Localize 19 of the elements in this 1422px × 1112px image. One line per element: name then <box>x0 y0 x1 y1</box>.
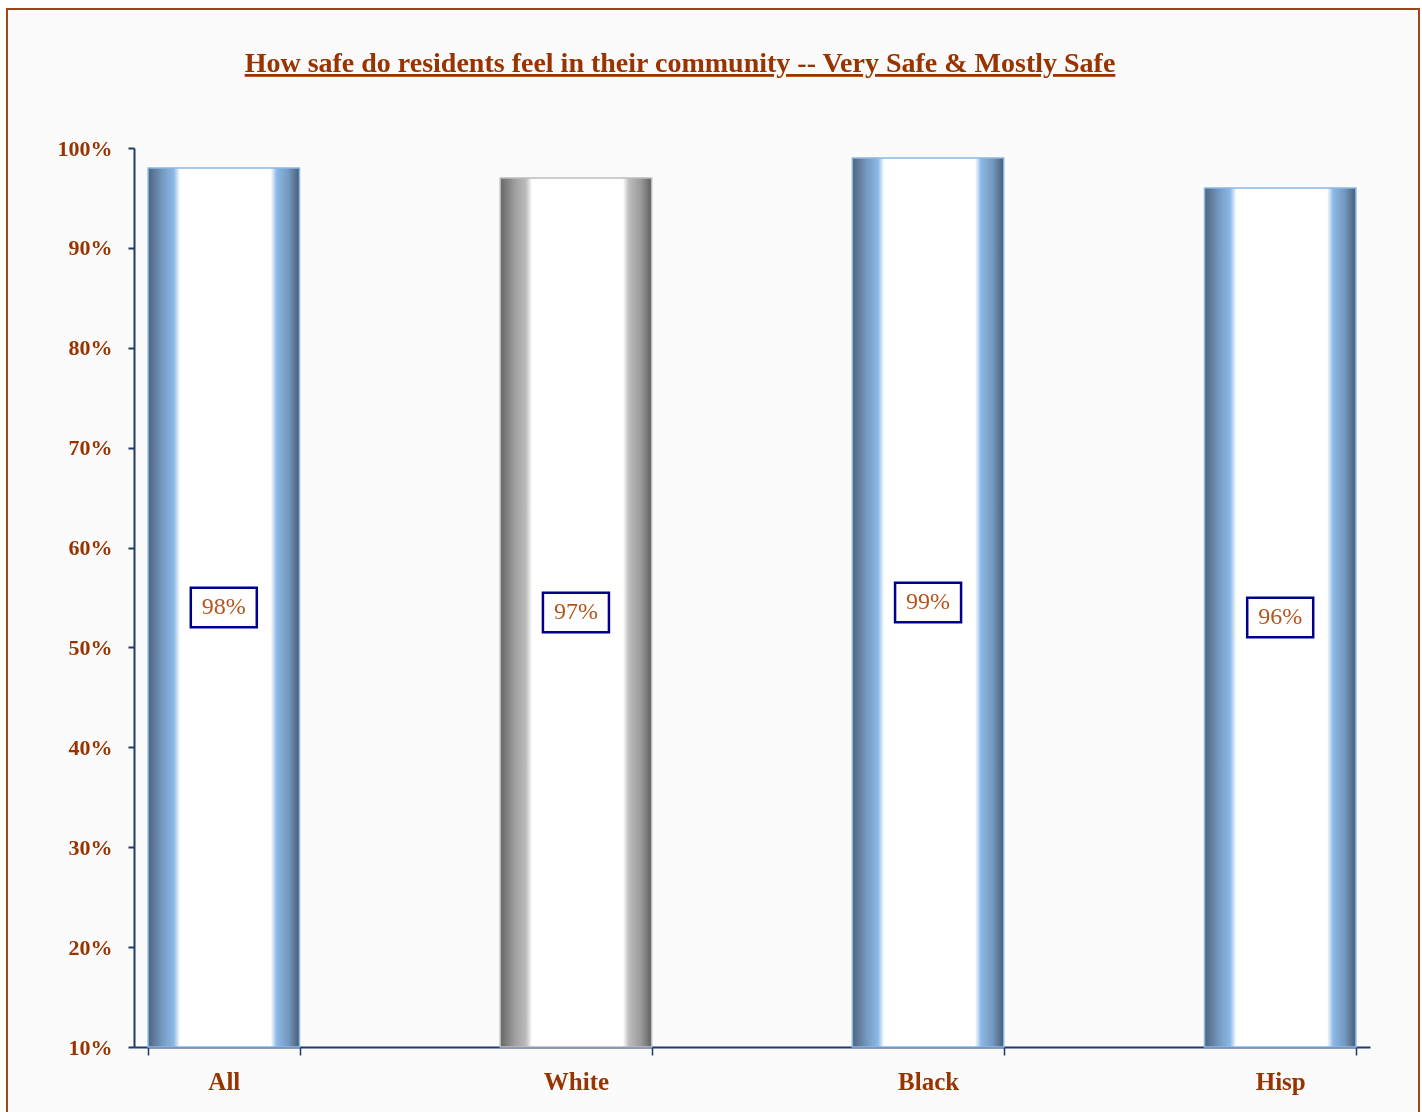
y-tick-label: 30% <box>68 834 113 860</box>
chart-title: How safe do residents feel in their community -- Very Safe & Mostly Safe <box>244 47 1116 78</box>
data-label: 98% <box>201 593 246 620</box>
data-label: 99% <box>906 588 951 615</box>
y-tick-label: 60% <box>68 535 113 561</box>
y-tick-label: 10% <box>68 1034 113 1060</box>
x-tick-label: Hisp <box>1255 1067 1306 1095</box>
y-tick-label: 40% <box>68 734 113 760</box>
y-tick-label: 20% <box>68 934 113 960</box>
data-label: 97% <box>553 598 598 625</box>
y-tick-label: 100% <box>57 135 113 161</box>
data-label: 96% <box>1258 603 1303 630</box>
y-tick-label: 80% <box>68 335 113 361</box>
x-tick-label: Black <box>898 1067 960 1095</box>
x-tick-label: White <box>543 1067 610 1095</box>
y-tick-label: 70% <box>68 435 113 461</box>
x-tick-label: All <box>208 1067 241 1095</box>
y-tick-label: 50% <box>68 634 113 660</box>
y-tick-label: 90% <box>68 235 113 261</box>
